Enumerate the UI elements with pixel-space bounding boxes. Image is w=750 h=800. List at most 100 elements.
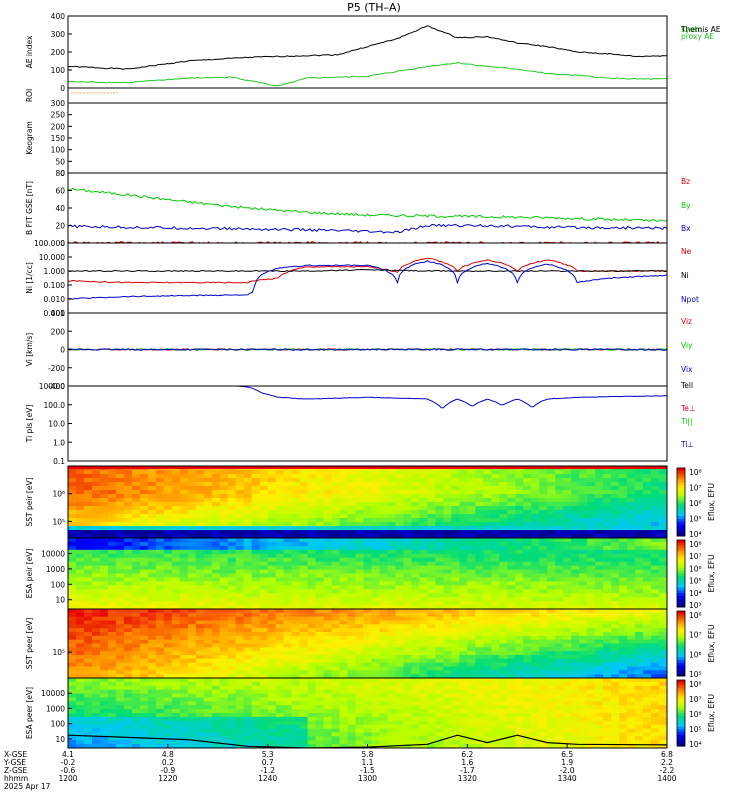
sst_peir-cell [635, 498, 644, 503]
sst_peir-cell [587, 470, 596, 475]
sst_peer-cell [68, 662, 77, 668]
sst_peer-cell [187, 616, 197, 622]
sst_peer-cell [147, 632, 157, 637]
sst_peer-cell [603, 612, 612, 618]
esa_peer-cell [283, 744, 293, 748]
esa_peir-cell [651, 601, 660, 606]
esa_peer-cell [107, 681, 117, 687]
esa_peer-cell [331, 740, 341, 745]
sst_peer-cell [547, 655, 556, 660]
sst_peir-cell [587, 510, 596, 515]
esa_peir-cell [84, 605, 93, 609]
sst_peir-cell [651, 510, 660, 515]
sst_peer-cell [363, 662, 373, 668]
sst_peer-cell [339, 658, 349, 664]
esa_peer-cell [84, 685, 93, 691]
sst_peer-cell [227, 612, 237, 618]
esa_peir-cell [147, 557, 157, 563]
sst_peir-cell [491, 498, 500, 503]
sst_peer-cell [187, 670, 197, 675]
esa_peir-cell [411, 585, 420, 590]
sst_peer-cell [355, 662, 365, 668]
sst_peir-cell [603, 530, 612, 535]
sst_peer-cell [499, 658, 508, 664]
esa_peir-cell [539, 561, 548, 567]
sst_peir-cell [563, 478, 572, 483]
esa_peir-cell [283, 573, 293, 578]
esa_peir-cell [227, 541, 237, 547]
sst_peir-cell [547, 502, 556, 507]
esa_peir-colorbar-step [677, 593, 685, 597]
sst_peir-cell [619, 502, 628, 507]
esa_peir-cell [76, 549, 85, 555]
sst_peir-cell [531, 498, 540, 503]
sst_peir-cell [147, 474, 157, 479]
roi-dot [89, 92, 91, 94]
sst_peer-cell [595, 647, 604, 652]
esa_peir-cell [131, 601, 141, 606]
sst_peer-cell [443, 609, 452, 614]
sst_peer-cell [219, 651, 229, 656]
sst_peer-cell [643, 609, 652, 614]
esa_peir-cell [539, 541, 548, 547]
esa_peer-cell [227, 728, 237, 734]
esa_peer-cell [107, 697, 117, 702]
sst_peer-cell [331, 647, 341, 652]
sst_peer-cell [243, 635, 253, 641]
sst_peer-cell [603, 655, 612, 660]
sst_peer-cell [76, 670, 85, 675]
esa_peir-cell [467, 605, 476, 609]
sst_peer-cell [307, 655, 317, 660]
sst_peer-cell [259, 674, 269, 678]
sst_peer-cell [419, 658, 428, 664]
sst_peer-cell [107, 670, 117, 675]
sst_peir-cell [467, 526, 476, 531]
esa_peir-cell [451, 569, 460, 575]
sst_peer-cell [123, 612, 133, 618]
esa_peer-cell [115, 744, 125, 748]
esa_peir-cell [539, 545, 548, 551]
sst_peir-cell [507, 518, 516, 523]
esa_peir-cell [267, 541, 277, 547]
sst_peer-cell [483, 616, 492, 622]
sst_peir-cell [371, 490, 381, 495]
sst_peer-cell [611, 616, 620, 622]
esa_peer-cell [219, 724, 229, 730]
sst_peer-cell [68, 647, 77, 652]
sst_peer-cell [203, 655, 213, 660]
esa_peir-cell [68, 601, 77, 606]
sst_peer-cell [123, 635, 133, 641]
sst_peir-cell [76, 526, 85, 531]
esa_peer-cell [92, 705, 101, 710]
esa_peir-cell [571, 593, 580, 598]
sst_peir-cell [419, 502, 428, 507]
sst_peir-cell [163, 514, 173, 519]
sst_peir-cell [92, 490, 101, 495]
sst_peer-cell [435, 655, 444, 660]
esa_peir-cell [347, 601, 357, 606]
esa_peer-cell [275, 732, 285, 737]
esa_peir-cell [251, 541, 261, 547]
esa_peer-cell [219, 736, 229, 741]
sst_peer-cell [387, 628, 397, 633]
sst_peer-cell [459, 635, 468, 641]
esa_peer-cell [68, 681, 77, 687]
esa_peir-cell [395, 565, 405, 571]
esa_peir-cell [363, 601, 373, 606]
sst_peir-cell [211, 486, 221, 491]
esa_peir-cell [491, 589, 500, 594]
esa_peer-cell [363, 701, 373, 706]
sst_peir-cell [427, 494, 436, 499]
esa_peir-cell [219, 605, 229, 609]
sst_peer-cell [379, 658, 389, 664]
sst_peir-cell [411, 510, 420, 515]
sst_peir-cell [347, 534, 357, 538]
sst_peer-cell [275, 662, 285, 668]
sst_peer-cell [411, 658, 420, 664]
esa_peir-cell [547, 593, 556, 598]
sst_peer-cell [171, 674, 181, 678]
sst_peir-cell [643, 502, 652, 507]
sst_peer-cell [227, 670, 237, 675]
sst_peer-cell [451, 670, 460, 675]
esa_peir-cell [163, 605, 173, 609]
